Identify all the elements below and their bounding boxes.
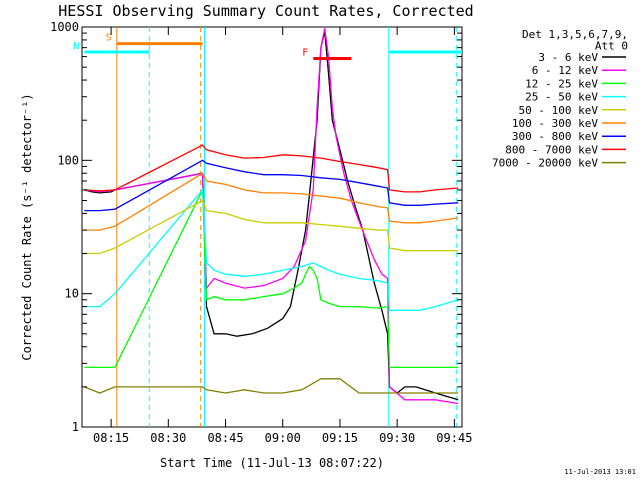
series-line-1 bbox=[84, 28, 459, 405]
x-tick-label-1: 08:30 bbox=[150, 431, 186, 445]
legend-label-3: 25 - 50 keV bbox=[525, 91, 598, 104]
legend-label-7: 800 - 7000 keV bbox=[505, 143, 598, 156]
legend-header-0: Det 1,3,5,6,7,9, bbox=[522, 28, 628, 41]
x-axis-ticks: 08:15 08:30 08:45 09:00 09:15 09:30 09:45 bbox=[93, 27, 472, 445]
y-axis-ticks: 1 10 100 1000 bbox=[50, 20, 462, 434]
legend-label-2: 12 - 25 keV bbox=[525, 77, 598, 90]
series-line-6 bbox=[84, 159, 459, 212]
legend-label-1: 6 - 12 keV bbox=[532, 64, 599, 77]
flag-label-0: S bbox=[106, 33, 112, 44]
legend-header-1: Att 0 bbox=[595, 40, 628, 53]
series-line-0 bbox=[84, 31, 459, 401]
y-tick-label-1: 10 bbox=[65, 287, 79, 301]
x-tick-label-3: 09:00 bbox=[265, 431, 301, 445]
series-line-3 bbox=[84, 188, 459, 311]
series-line-4 bbox=[84, 199, 459, 255]
series-line-5 bbox=[84, 172, 459, 231]
chart-title: HESSI Observing Summary Count Rates, Cor… bbox=[58, 2, 473, 20]
legend-label-0: 3 - 6 keV bbox=[538, 51, 598, 64]
x-tick-label-4: 09:15 bbox=[322, 431, 358, 445]
series-line-2 bbox=[84, 189, 459, 369]
plot-frame bbox=[81, 26, 463, 428]
legend-label-8: 7000 - 20000 keV bbox=[492, 157, 598, 170]
series-line-8 bbox=[84, 378, 459, 394]
x-axis-label: Start Time (11-Jul-13 08:07:22) bbox=[160, 456, 384, 470]
y-tick-label-3: 1000 bbox=[50, 20, 79, 34]
y-tick-label-0: 1 bbox=[72, 420, 79, 434]
x-tick-label-0: 08:15 bbox=[93, 431, 129, 445]
flag-label-1: N bbox=[73, 41, 79, 52]
flag-bars: S N F bbox=[73, 33, 462, 61]
series-lines bbox=[84, 28, 459, 405]
series-line-7 bbox=[84, 144, 459, 193]
flag-label-3: F bbox=[302, 48, 308, 59]
x-tick-label-2: 08:45 bbox=[207, 431, 243, 445]
footer-timestamp: 11-Jul-2013 13:01 bbox=[564, 468, 636, 476]
x-tick-label-6: 09:45 bbox=[436, 431, 472, 445]
x-tick-label-5: 09:30 bbox=[379, 431, 415, 445]
legend-label-6: 300 - 800 keV bbox=[512, 130, 598, 143]
legend-label-4: 50 - 100 keV bbox=[519, 104, 599, 117]
legend-label-5: 100 - 300 keV bbox=[512, 117, 598, 130]
y-tick-label-2: 100 bbox=[57, 153, 79, 167]
y-axis-label: Corrected Count Rate (s⁻¹ detector⁻¹) bbox=[20, 93, 34, 360]
